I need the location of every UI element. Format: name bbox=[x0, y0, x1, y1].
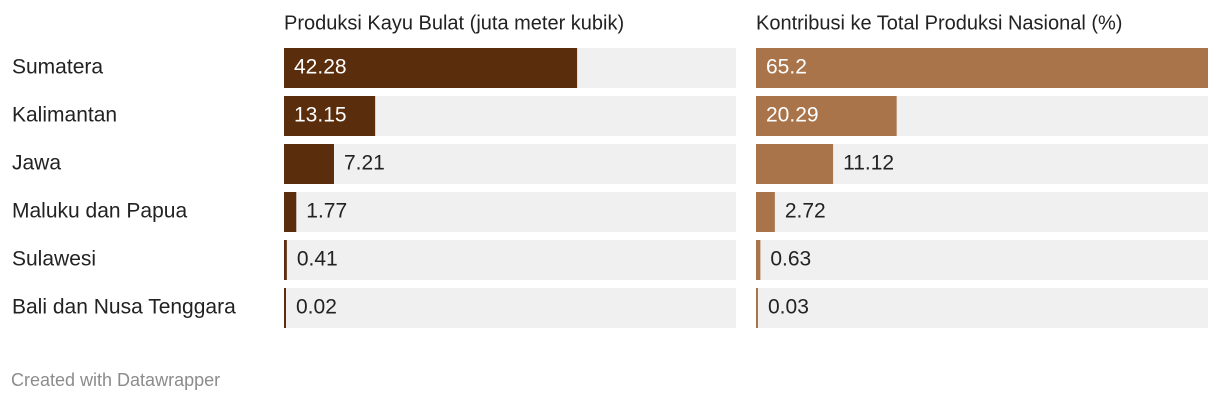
bar bbox=[756, 288, 758, 328]
category-label: Kalimantan bbox=[12, 104, 117, 127]
bar-background bbox=[756, 240, 1208, 280]
category-label: Sulawesi bbox=[12, 248, 96, 271]
bar-background bbox=[756, 288, 1208, 328]
category-label: Bali dan Nusa Tenggara bbox=[12, 296, 236, 319]
bar bbox=[284, 192, 297, 232]
value-label: 13.15 bbox=[294, 104, 347, 127]
value-label: 0.03 bbox=[768, 296, 809, 319]
bar bbox=[284, 240, 287, 280]
value-label: 7.21 bbox=[344, 152, 385, 175]
bar bbox=[284, 288, 286, 328]
credit: Created with Datawrapper bbox=[11, 370, 220, 390]
column-header: Kontribusi ke Total Produksi Nasional (%… bbox=[756, 12, 1122, 34]
bar bbox=[756, 144, 834, 184]
value-label: 0.63 bbox=[770, 248, 811, 271]
bar bbox=[756, 240, 761, 280]
bar-background bbox=[284, 240, 736, 280]
category-label: Sumatera bbox=[12, 56, 103, 79]
bar bbox=[756, 192, 775, 232]
category-label: Maluku dan Papua bbox=[12, 200, 187, 223]
value-label: 1.77 bbox=[306, 200, 347, 223]
value-label: 0.41 bbox=[297, 248, 338, 271]
value-label: 2.72 bbox=[785, 200, 826, 223]
value-label: 0.02 bbox=[296, 296, 337, 319]
value-label: 11.12 bbox=[843, 152, 894, 175]
value-label: 65.2 bbox=[766, 56, 807, 79]
bar-background bbox=[284, 288, 736, 328]
bar-background bbox=[284, 144, 736, 184]
category-label: Jawa bbox=[12, 152, 61, 175]
column-header: Produksi Kayu Bulat (juta meter kubik) bbox=[284, 12, 624, 34]
bar-background bbox=[284, 192, 736, 232]
bar-background bbox=[756, 192, 1208, 232]
bar bbox=[284, 48, 578, 88]
bar bbox=[284, 144, 334, 184]
bar bbox=[756, 96, 897, 136]
value-label: 20.29 bbox=[766, 104, 819, 127]
bar bbox=[284, 96, 376, 136]
value-label: 42.28 bbox=[294, 56, 347, 79]
bar bbox=[756, 48, 1208, 88]
